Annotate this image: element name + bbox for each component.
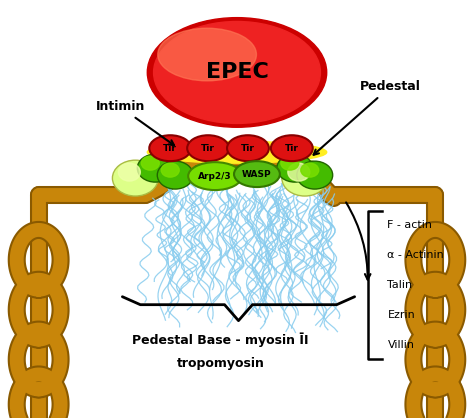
Ellipse shape (227, 135, 269, 161)
Ellipse shape (161, 163, 179, 177)
Text: Tir: Tir (241, 144, 255, 153)
Ellipse shape (188, 162, 242, 190)
Text: tropomyosin: tropomyosin (177, 357, 264, 370)
Ellipse shape (141, 156, 159, 170)
Ellipse shape (137, 154, 173, 182)
Ellipse shape (158, 28, 256, 81)
Ellipse shape (154, 21, 320, 124)
Text: Villin: Villin (388, 339, 414, 349)
Ellipse shape (118, 163, 140, 181)
Ellipse shape (187, 135, 229, 161)
Ellipse shape (157, 161, 193, 189)
Ellipse shape (277, 154, 313, 182)
Ellipse shape (271, 135, 313, 161)
Text: EPEC: EPEC (206, 62, 268, 83)
Ellipse shape (288, 163, 310, 181)
Text: α - Actinin: α - Actinin (388, 250, 444, 260)
Text: F - actin: F - actin (388, 220, 432, 230)
Ellipse shape (282, 160, 328, 196)
Text: Talin: Talin (388, 280, 413, 290)
Text: Tir: Tir (285, 144, 299, 153)
Text: Tir: Tir (201, 144, 215, 153)
Ellipse shape (297, 161, 333, 189)
Text: Pedestal Base - myosin ĪI: Pedestal Base - myosin ĪI (132, 333, 309, 347)
Text: Intimin: Intimin (95, 100, 174, 145)
Ellipse shape (149, 135, 191, 161)
Ellipse shape (234, 161, 280, 187)
Text: WASP: WASP (242, 170, 272, 178)
Ellipse shape (281, 156, 299, 170)
Text: Pedestal: Pedestal (314, 80, 420, 155)
Ellipse shape (147, 18, 327, 127)
Ellipse shape (147, 141, 327, 163)
Text: Ezrin: Ezrin (388, 310, 415, 320)
Ellipse shape (301, 163, 319, 177)
Text: Arp2/3: Arp2/3 (198, 172, 232, 181)
Text: Tir: Tir (163, 144, 177, 153)
Ellipse shape (112, 160, 158, 196)
